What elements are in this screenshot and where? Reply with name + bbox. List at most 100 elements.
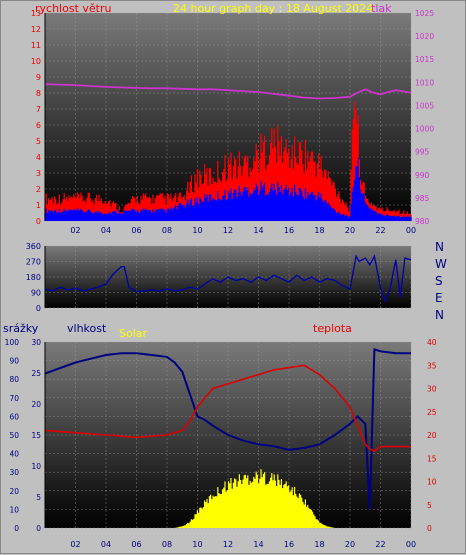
temp-tick-label: 20	[427, 431, 437, 440]
humidity-tick-label: 70	[9, 394, 19, 403]
wind-x-tick-label: 02	[70, 226, 80, 235]
direction-tick-label: 90	[31, 289, 41, 298]
temp-x-tick-label: 08	[162, 540, 172, 549]
temp-tick-label: 40	[427, 338, 437, 347]
temp-x-tick-label: 00	[406, 540, 416, 549]
rain-title: srážky	[3, 322, 39, 335]
temp-x-tick-label: 14	[253, 540, 263, 549]
wind-tick-label: 1	[36, 201, 41, 210]
rain-tick-label: 25	[31, 369, 41, 378]
humidity-tick-label: 50	[9, 431, 19, 440]
wind-tick-label: 5	[36, 137, 41, 146]
humidity-tick-label: 10	[9, 505, 19, 514]
wind-tick-label: 2	[36, 185, 41, 194]
wind-x-tick-label: 22	[375, 226, 385, 235]
pressure-tick-label: 1025	[415, 9, 434, 18]
temp-x-tick-label: 20	[345, 540, 355, 549]
temp-tick-label: 25	[427, 408, 437, 417]
temp-x-tick-label: 12	[223, 540, 233, 549]
compass-n-top: N	[435, 240, 444, 254]
temp-title: teplota	[313, 322, 352, 335]
humidity-title: vlhkost	[67, 322, 107, 335]
rain-tick-label: 30	[31, 338, 41, 347]
chart-layer: 0123456789101112139809859909951000100510…	[5, 9, 437, 549]
temperature-series	[44, 364, 411, 453]
rain-tick-label: 5	[36, 493, 41, 502]
direction-tick-label: 0	[36, 304, 41, 313]
pressure-tick-label: 1020	[415, 32, 434, 41]
wind-tick-label: 8	[36, 89, 41, 98]
solar-title: Solar	[119, 327, 148, 340]
solar-series	[175, 469, 335, 528]
humidity-tick-label: 80	[9, 375, 19, 384]
wind-tick-label: 7	[36, 105, 41, 114]
pressure-tick-label: 1005	[415, 101, 434, 110]
direction-tick-label: 270	[26, 258, 41, 267]
rain-tick-label: 0	[36, 524, 41, 533]
humidity-tick-label: 40	[9, 450, 19, 459]
wind-tick-label: 0	[36, 217, 41, 226]
pressure-series	[44, 83, 412, 100]
temp-x-tick-label: 22	[375, 540, 385, 549]
temp-x-tick-label: 02	[70, 540, 80, 549]
temp-x-tick-label: 10	[192, 540, 202, 549]
rain-tick-label: 10	[31, 462, 41, 471]
humidity-tick-label: 100	[5, 338, 20, 347]
wind-x-tick-label: 04	[101, 226, 111, 235]
humidity-tick-label: 30	[9, 468, 19, 477]
temp-x-tick-label: 06	[131, 540, 141, 549]
wind-tick-label: 11	[31, 41, 41, 50]
temp-tick-label: 10	[427, 478, 437, 487]
wind-x-tick-label: 14	[253, 226, 263, 235]
wind-x-tick-label: 20	[345, 226, 355, 235]
humidity-tick-label: 60	[9, 412, 19, 421]
temp-tick-label: 5	[427, 501, 432, 510]
compass-s: S	[435, 274, 443, 288]
direction-tick-label: 180	[26, 273, 41, 282]
wind-tick-label: 12	[31, 25, 41, 34]
wind-tick-label: 6	[36, 121, 41, 130]
wind-tick-label: 9	[36, 73, 41, 82]
pressure-tick-label: 1010	[415, 78, 434, 87]
temp-tick-label: 30	[427, 385, 437, 394]
wind-tick-label: 13	[31, 9, 41, 18]
wind-tick-label: 3	[36, 169, 41, 178]
temp-x-tick-label: 04	[101, 540, 111, 549]
wind-x-tick-label: 00	[406, 226, 416, 235]
wind-x-tick-label: 16	[284, 226, 294, 235]
temp-x-tick-label: 18	[314, 540, 324, 549]
compass-e: E	[435, 291, 443, 305]
compass-n-bottom: N	[435, 308, 444, 322]
temp-tick-label: 0	[427, 524, 432, 533]
humidity-tick-label: 0	[14, 524, 19, 533]
humidity-tick-label: 20	[9, 487, 19, 496]
pressure-tick-label: 980	[415, 217, 430, 226]
humidity-tick-label: 90	[9, 357, 19, 366]
wind-tick-label: 10	[31, 57, 41, 66]
wind-x-tick-label: 10	[192, 226, 202, 235]
pressure-tick-label: 1015	[415, 55, 434, 64]
temp-tick-label: 15	[427, 454, 437, 463]
wind-x-tick-label: 18	[314, 226, 324, 235]
graph-title: 24 hour graph day : 18 August 2024	[173, 2, 374, 15]
wind-x-tick-label: 08	[162, 226, 172, 235]
wind-x-tick-label: 12	[223, 226, 233, 235]
pressure-tick-label: 985	[415, 194, 430, 203]
humidity-series	[44, 348, 411, 510]
direction-tick-label: 360	[26, 242, 41, 251]
pressure-title: tlak	[371, 2, 392, 15]
wind-x-tick-label: 06	[131, 226, 141, 235]
temp-tick-label: 35	[427, 361, 437, 370]
pressure-tick-label: 1000	[415, 125, 434, 134]
wind-tick-label: 4	[36, 153, 41, 162]
rain-tick-label: 15	[31, 431, 41, 440]
temp-x-tick-label: 16	[284, 540, 294, 549]
pressure-tick-label: 990	[415, 171, 430, 180]
compass-w: W	[435, 257, 447, 271]
wind-direction-series	[44, 254, 412, 303]
wind-title: rychlost větru	[35, 2, 112, 15]
pressure-tick-label: 995	[415, 148, 430, 157]
rain-tick-label: 20	[31, 400, 41, 409]
